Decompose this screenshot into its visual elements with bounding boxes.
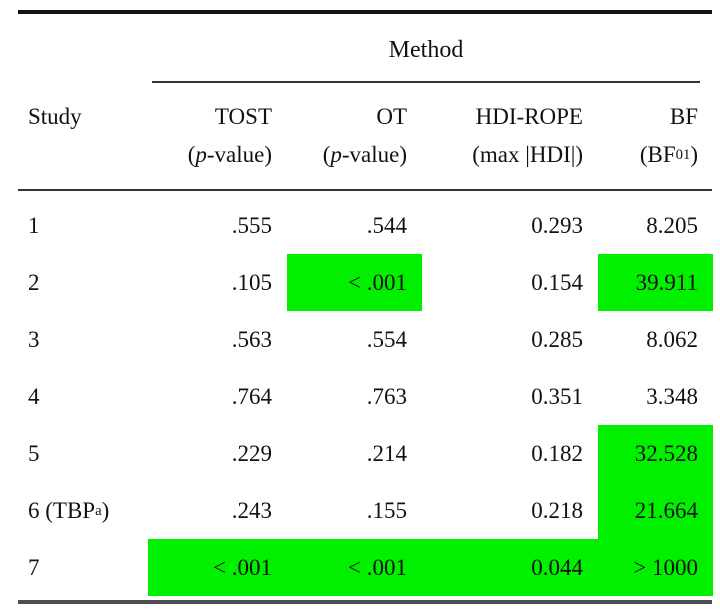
cell-bf: 32.528 bbox=[598, 425, 713, 482]
cell-study: 5 bbox=[28, 440, 40, 466]
cell-hdi-rope: 0.218 bbox=[531, 497, 583, 523]
column-header-hdi-rope-label: HDI-ROPE bbox=[475, 104, 583, 129]
cell-study: 4 bbox=[28, 383, 40, 409]
top-rule bbox=[18, 10, 712, 14]
study-label-pre: 6 (TBP bbox=[28, 497, 96, 523]
cell-ot: < .001 bbox=[287, 254, 422, 311]
cell-ot: .214 bbox=[366, 440, 407, 466]
cell-tost: .764 bbox=[231, 383, 272, 409]
cell-study: 7 bbox=[28, 554, 40, 580]
column-header-bf-sub: (BF 01) bbox=[639, 142, 698, 167]
cell-hdi-rope: 0.351 bbox=[531, 383, 583, 409]
cell-study: 3 bbox=[28, 326, 40, 352]
cell-bf: 39.911 bbox=[598, 254, 713, 311]
column-header-ot-sub: (p -value) bbox=[287, 136, 422, 174]
ot-sub-italic-p: p bbox=[330, 142, 342, 167]
cell-bf: 21.664 bbox=[598, 482, 713, 539]
table-header: Study TOST (p -value) OT (p -value) HDI-RO… bbox=[18, 98, 713, 174]
cell-hdi-rope: 0.044 bbox=[422, 539, 598, 596]
cell-study: 1 bbox=[28, 212, 40, 238]
cell-ot: .763 bbox=[366, 383, 407, 409]
cell-tost: .229 bbox=[231, 440, 272, 466]
bottom-rule bbox=[18, 600, 712, 604]
tost-sub-post: -value) bbox=[206, 142, 272, 167]
tost-sub-italic-p: p bbox=[195, 142, 207, 167]
spanner-label-method: Method bbox=[388, 37, 464, 63]
cell-study: 6 (TBP a) bbox=[28, 497, 110, 523]
cell-hdi-rope: 0.182 bbox=[531, 440, 583, 466]
column-header-ot: OT (p -value) bbox=[287, 98, 422, 174]
cell-hdi-rope: 0.285 bbox=[531, 326, 583, 352]
cell-tost: .243 bbox=[231, 497, 272, 523]
cell-study: 2 bbox=[28, 269, 40, 295]
cell-tost: < .001 bbox=[148, 539, 287, 596]
cell-ot: .155 bbox=[366, 497, 407, 523]
column-header-tost: TOST (p -value) bbox=[148, 98, 287, 174]
column-header-tost-sub: (p -value) bbox=[148, 136, 287, 174]
column-header-ot-label: OT bbox=[376, 104, 407, 129]
cell-bf: 8.062 bbox=[646, 326, 698, 352]
column-header-bf: BF (BF 01) bbox=[598, 98, 713, 174]
column-header-study: Study bbox=[18, 98, 148, 174]
column-header-bf-label: BF bbox=[669, 104, 698, 129]
ot-sub-post: -value) bbox=[341, 142, 407, 167]
table-body: 1 .555 .544 0.293 8.205 2 .105 < .001 0.… bbox=[18, 197, 713, 596]
cell-tost: .105 bbox=[231, 269, 272, 295]
cell-bf: 8.205 bbox=[646, 212, 698, 238]
column-header-study-label: Study bbox=[28, 104, 82, 129]
tost-sub-pre: ( bbox=[187, 142, 196, 167]
cell-ot: .554 bbox=[366, 326, 407, 352]
cell-bf: > 1000 bbox=[598, 539, 713, 596]
study-label-post: ) bbox=[101, 497, 110, 523]
column-header-hdi-rope: HDI-ROPE (max |HDI|) bbox=[422, 98, 598, 174]
column-header-hdi-rope-sub: (max |HDI|) bbox=[472, 142, 583, 167]
header-bottom-rule bbox=[18, 189, 712, 191]
cell-bf: 3.348 bbox=[646, 383, 698, 409]
ot-sub-pre: ( bbox=[322, 142, 331, 167]
spanner-underline-rule bbox=[152, 81, 700, 83]
bf-sub-pre: (BF bbox=[639, 142, 676, 167]
cell-hdi-rope: 0.154 bbox=[531, 269, 583, 295]
cell-hdi-rope: 0.293 bbox=[531, 212, 583, 238]
cell-tost: .555 bbox=[231, 212, 272, 238]
cell-ot: .544 bbox=[366, 212, 407, 238]
column-header-tost-label: TOST bbox=[214, 104, 272, 129]
bf-sub-post: ) bbox=[690, 142, 698, 167]
cell-ot: < .001 bbox=[287, 539, 422, 596]
cell-tost: .563 bbox=[231, 326, 272, 352]
